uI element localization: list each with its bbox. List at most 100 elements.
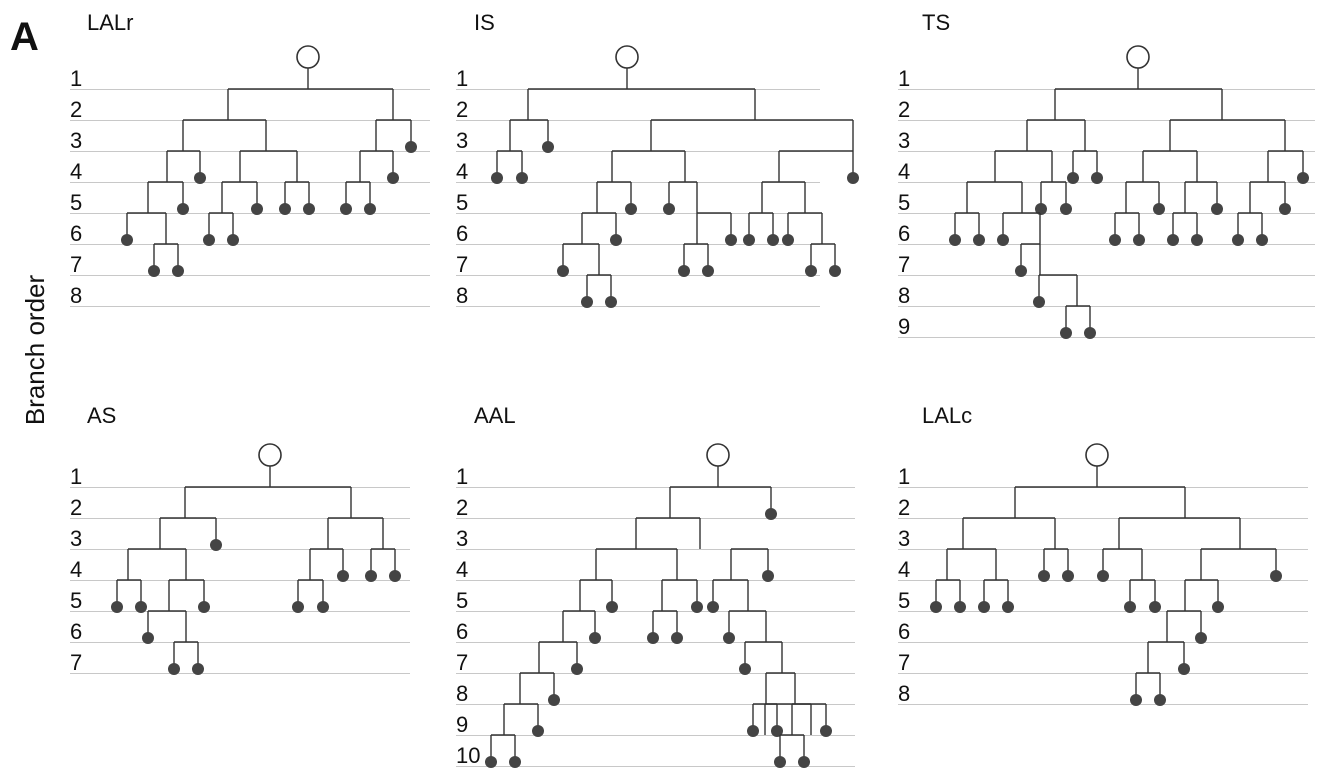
branch-order-label: 2	[70, 495, 82, 520]
branch-order-label: 1	[898, 66, 910, 91]
terminal-tip-icon	[227, 234, 239, 246]
terminal-tip-icon	[210, 539, 222, 551]
terminal-tip-icon	[747, 725, 759, 737]
terminal-tip-icon	[954, 601, 966, 613]
terminal-tip-icon	[1256, 234, 1268, 246]
branch-order-label: 6	[456, 221, 468, 246]
terminal-tip-icon	[1067, 172, 1079, 184]
branch-order-label: 6	[70, 619, 82, 644]
terminal-tip-icon	[605, 296, 617, 308]
terminal-tip-icon	[1270, 570, 1282, 582]
branch-order-label: 5	[898, 588, 910, 613]
terminal-tip-icon	[168, 663, 180, 675]
tree-title-as: AS	[87, 403, 116, 428]
terminal-tip-icon	[973, 234, 985, 246]
terminal-tip-icon	[1191, 234, 1203, 246]
branch-order-label: 5	[898, 190, 910, 215]
branch-order-label: 5	[70, 190, 82, 215]
branch-order-label: 2	[898, 495, 910, 520]
terminal-tip-icon	[997, 234, 1009, 246]
branch-order-label: 4	[456, 557, 468, 582]
terminal-tip-icon	[317, 601, 329, 613]
terminal-tip-icon	[194, 172, 206, 184]
terminal-tip-icon	[532, 725, 544, 737]
root-node-icon	[615, 45, 639, 69]
terminal-tip-icon	[1124, 601, 1136, 613]
terminal-tip-icon	[405, 141, 417, 153]
branch-order-label: 7	[898, 650, 910, 675]
terminal-tip-icon	[1015, 265, 1027, 277]
tree-title-ts: TS	[922, 10, 950, 35]
branch-order-label: 1	[898, 464, 910, 489]
branch-order-label: 6	[898, 619, 910, 644]
root-node-icon	[296, 45, 320, 69]
terminal-tip-icon	[1084, 327, 1096, 339]
terminal-tip-icon	[1109, 234, 1121, 246]
branch-order-label: 10	[456, 743, 480, 768]
terminal-tip-icon	[678, 265, 690, 277]
terminal-tip-icon	[148, 265, 160, 277]
branch-order-label: 8	[70, 283, 82, 308]
branch-order-label: 9	[456, 712, 468, 737]
terminal-tip-icon	[1178, 663, 1190, 675]
branch-order-label: 3	[70, 128, 82, 153]
terminal-tip-icon	[581, 296, 593, 308]
branch-order-label: 3	[898, 526, 910, 551]
terminal-tip-icon	[203, 234, 215, 246]
terminal-tip-icon	[571, 663, 583, 675]
terminal-tip-icon	[1167, 234, 1179, 246]
root-node-icon	[1085, 443, 1109, 467]
tree-title-is: IS	[474, 10, 495, 35]
branch-order-label: 2	[70, 97, 82, 122]
terminal-tip-icon	[739, 663, 751, 675]
terminal-tip-icon	[1279, 203, 1291, 215]
terminal-tip-icon	[1002, 601, 1014, 613]
terminal-tip-icon	[1154, 694, 1166, 706]
terminal-tip-icon	[1297, 172, 1309, 184]
branch-order-label: 4	[70, 159, 82, 184]
terminal-tip-icon	[1232, 234, 1244, 246]
terminal-tip-icon	[337, 570, 349, 582]
terminal-tip-icon	[1038, 570, 1050, 582]
tree-lalr: LALr 1 2 3 4 5 6 7 8	[70, 10, 430, 308]
branch-order-label: 1	[456, 464, 468, 489]
terminal-tip-icon	[1097, 570, 1109, 582]
branch-order-label: 7	[456, 252, 468, 277]
terminal-tip-icon	[671, 632, 683, 644]
terminal-tip-icon	[198, 601, 210, 613]
terminal-tip-icon	[192, 663, 204, 675]
terminal-tip-icon	[930, 601, 942, 613]
branch-order-label: 8	[898, 681, 910, 706]
y-axis-label: Branch order	[20, 275, 50, 426]
terminal-tip-icon	[1062, 570, 1074, 582]
branch-order-label: 3	[456, 128, 468, 153]
branch-order-label: 4	[456, 159, 468, 184]
terminal-tip-icon	[765, 508, 777, 520]
tree-aal: AAL 1 2 3 4 5 6 7 8 9 10	[456, 403, 855, 768]
terminal-tip-icon	[365, 570, 377, 582]
tree-as: AS 1 2 3 4 5 6 7	[70, 403, 410, 675]
branch-order-label: 5	[456, 588, 468, 613]
branch-order-label: 2	[456, 97, 468, 122]
terminal-tip-icon	[805, 265, 817, 277]
terminal-tip-icon	[121, 234, 133, 246]
root-node-icon	[1126, 45, 1150, 69]
terminal-tip-icon	[820, 725, 832, 737]
terminal-tip-icon	[691, 601, 703, 613]
terminal-tip-icon	[743, 234, 755, 246]
tree-title-lalc: LALc	[922, 403, 972, 428]
terminal-tip-icon	[172, 265, 184, 277]
terminal-tip-icon	[1033, 296, 1045, 308]
branch-order-label: 9	[898, 314, 910, 339]
terminal-tip-icon	[1149, 601, 1161, 613]
terminal-tip-icon	[647, 632, 659, 644]
branch-order-label: 5	[70, 588, 82, 613]
terminal-tip-icon	[625, 203, 637, 215]
terminal-tip-icon	[251, 203, 263, 215]
branch-order-label: 6	[898, 221, 910, 246]
terminal-tip-icon	[1212, 601, 1224, 613]
tree-is: IS 1 2 3 4 5 6 7 8	[456, 10, 859, 308]
tree-title-aal: AAL	[474, 403, 516, 428]
terminal-tip-icon	[491, 172, 503, 184]
